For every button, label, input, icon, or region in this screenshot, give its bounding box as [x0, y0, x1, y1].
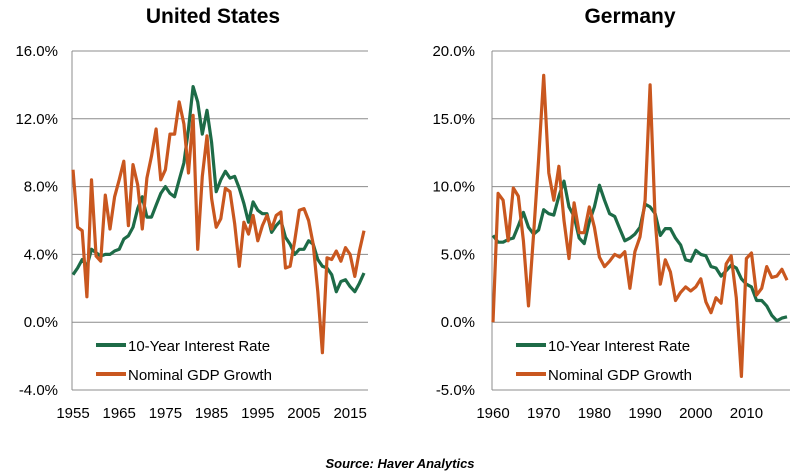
y-tick-label: 4.0% [24, 246, 58, 263]
y-tick-label: 15.0% [432, 111, 475, 128]
x-tick-label: 1960 [476, 405, 509, 422]
y-tick-label: 16.0% [15, 43, 58, 60]
y-tick-label: 20.0% [432, 43, 475, 60]
x-tick-label: 2015 [333, 405, 366, 422]
legend-label: 10-Year Interest Rate [128, 338, 270, 355]
y-tick-label: 10.0% [432, 179, 475, 196]
y-tick-label: 12.0% [15, 111, 58, 128]
legend-label: Nominal GDP Growth [128, 367, 272, 384]
x-tick-label: 1990 [628, 405, 661, 422]
y-tick-label: -4.0% [19, 382, 58, 399]
us-chart: United States -4.0% 0.0% 4.0% 8.0% 12.0% 16.0… [15, 5, 368, 422]
x-tick-label: 2010 [730, 405, 763, 422]
y-tick-label: 0.0% [24, 314, 58, 331]
y-tick-label: 8.0% [24, 179, 58, 196]
x-tick-label: 1985 [195, 405, 228, 422]
germany-series-gdp-growth-line [491, 73, 789, 378]
x-tick-label: 1975 [149, 405, 182, 422]
y-tick-label: 0.0% [441, 314, 475, 331]
y-tick-label: 5.0% [441, 246, 475, 263]
y-tick-label: -5.0% [436, 382, 475, 399]
x-tick-label: 1995 [241, 405, 274, 422]
x-tick-label: 1980 [578, 405, 611, 422]
us-chart-title: United States [146, 5, 280, 28]
legend-label: Nominal GDP Growth [548, 367, 692, 384]
x-tick-label: 2000 [679, 405, 712, 422]
legend-label: 10-Year Interest Rate [548, 338, 690, 355]
x-tick-label: 1955 [56, 405, 89, 422]
x-tick-label: 2005 [287, 405, 320, 422]
germany-chart: Germany -5.0% 0.0% 5.0% 10.0% 15.0% 20.0% 1960… [432, 5, 790, 422]
x-tick-label: 1965 [103, 405, 136, 422]
source-note: Source: Haver Analytics [325, 456, 474, 471]
x-tick-label: 1970 [527, 405, 560, 422]
us-series-gdp-growth-line [71, 100, 366, 355]
germany-chart-title: Germany [584, 5, 675, 28]
